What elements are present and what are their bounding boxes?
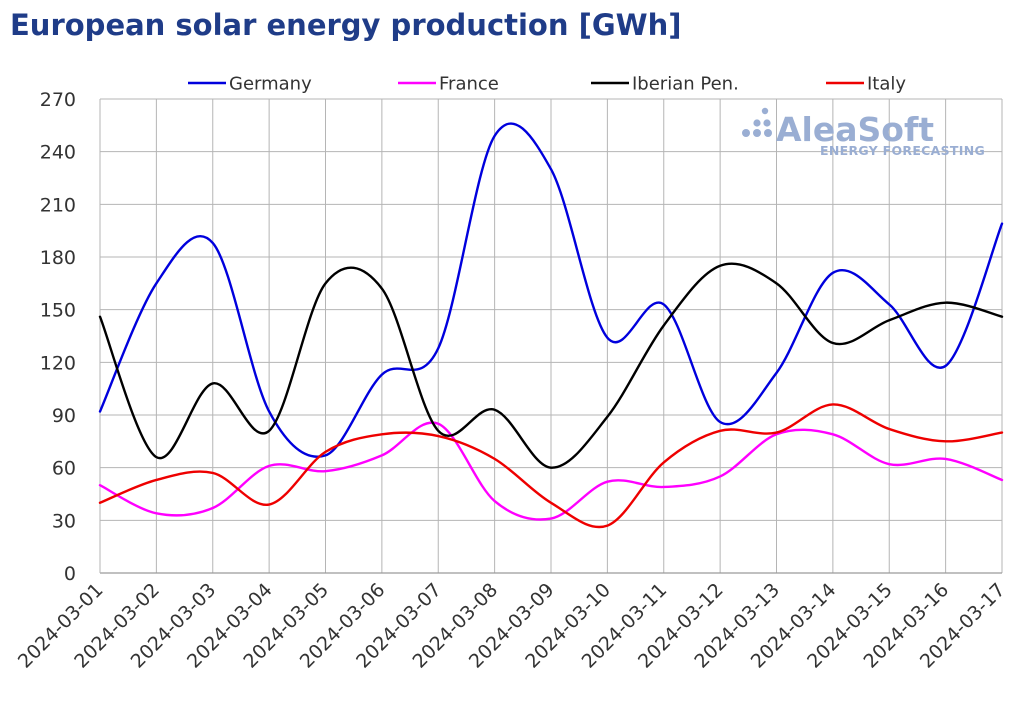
- legend: Germany France Iberian Pen. Italy: [188, 74, 906, 95]
- series-line-iberian-pen: [98, 262, 1004, 469]
- legend-label: Iberian Pen.: [632, 74, 739, 95]
- y-tick-label: 210: [40, 194, 76, 216]
- x-axis-ticks: 2024-03-012024-03-022024-03-032024-03-04…: [14, 579, 1010, 673]
- brand-watermark: AleaSoft ENERGY FORECASTING: [742, 107, 985, 158]
- grid: [99, 98, 1003, 574]
- y-tick-label: 180: [40, 247, 76, 269]
- series-line-germany: [98, 122, 1004, 458]
- y-tick-label: 120: [40, 352, 76, 374]
- legend-label: Italy: [867, 74, 906, 95]
- y-tick-label: 150: [40, 300, 76, 322]
- y-tick-label: 240: [40, 142, 76, 164]
- y-axis-ticks: 0 30 60 90 120 150 180 210 240 270: [40, 89, 76, 585]
- series-lines: [98, 122, 1004, 529]
- series-line-france: [98, 421, 1004, 521]
- brand-tagline: ENERGY FORECASTING: [820, 143, 985, 158]
- y-tick-label: 0: [64, 563, 76, 585]
- chart-title: European solar energy production [GWh]: [10, 8, 682, 42]
- brand-name: AleaSoft: [776, 110, 934, 149]
- y-tick-label: 270: [40, 89, 76, 111]
- series-line-italy: [98, 403, 1004, 529]
- legend-label: Germany: [229, 74, 312, 95]
- legend-label: France: [439, 74, 499, 95]
- logo-dots-icon: [742, 107, 772, 137]
- y-tick-label: 30: [52, 510, 76, 532]
- y-tick-label: 90: [52, 405, 76, 427]
- y-tick-label: 60: [52, 458, 76, 480]
